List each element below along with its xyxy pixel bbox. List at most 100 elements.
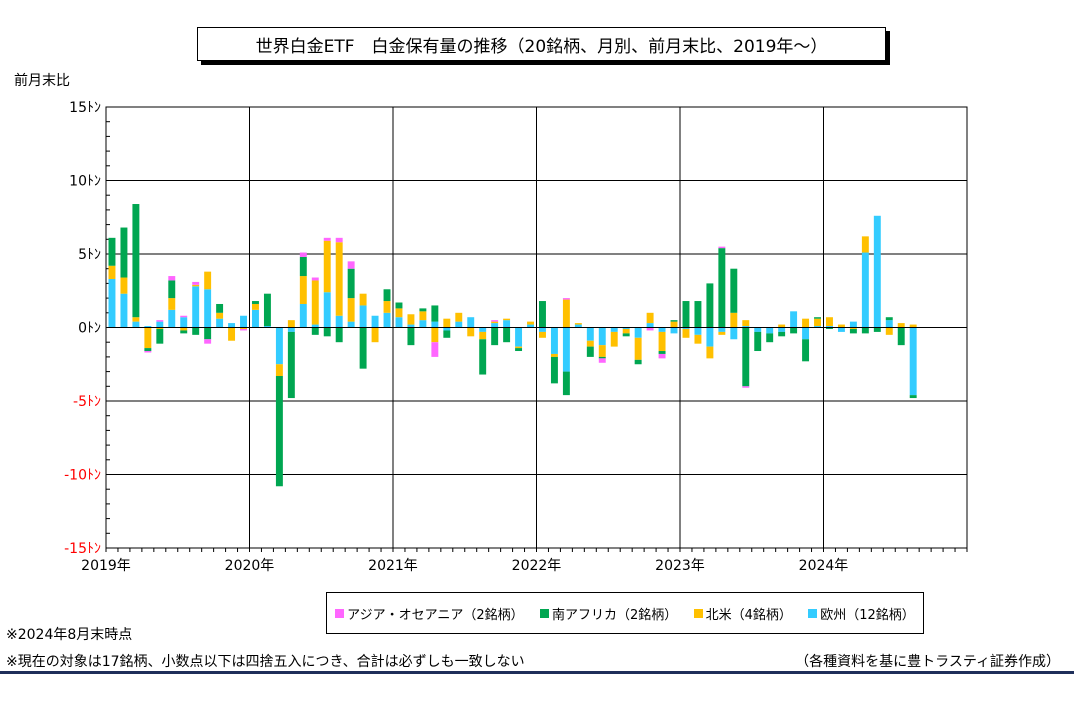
bar-europe <box>287 327 295 332</box>
bar-south-africa <box>826 327 833 329</box>
bar-europe <box>383 312 391 328</box>
bar-north-america <box>240 327 247 329</box>
bar-north-america <box>574 323 582 325</box>
bar-south-africa <box>419 308 427 312</box>
bar-europe <box>503 320 511 328</box>
bar-south-africa <box>515 348 523 352</box>
bar-europe <box>778 327 786 332</box>
bar-north-america <box>897 323 905 328</box>
bar-south-africa <box>670 320 678 322</box>
bar-europe <box>491 323 499 328</box>
bar-north-america <box>228 327 236 341</box>
bar-south-africa <box>132 204 140 318</box>
bar-north-america <box>395 308 403 318</box>
bar-south-africa <box>299 256 307 277</box>
bar-south-africa <box>754 331 762 352</box>
bar-south-africa <box>120 227 128 278</box>
bar-south-africa <box>431 305 439 322</box>
bar-south-africa <box>694 301 702 328</box>
bar-north-america <box>885 327 893 335</box>
bar-europe <box>419 320 427 328</box>
bar-europe <box>658 327 666 332</box>
bar-north-america <box>156 327 164 329</box>
bar-north-america <box>216 312 224 319</box>
bar-europe <box>754 327 762 332</box>
bar-south-africa <box>873 327 881 332</box>
bar-south-africa <box>323 327 331 337</box>
bar-asia <box>156 320 164 322</box>
bar-north-america <box>586 340 594 347</box>
legend-swatch-europe <box>808 608 818 618</box>
bar-europe <box>132 321 140 328</box>
bar-south-africa <box>742 327 750 387</box>
bar-north-america <box>550 353 558 357</box>
legend-label-south-africa: 南アフリカ（2銘柄） <box>552 607 678 623</box>
bar-europe <box>634 327 642 338</box>
bar-north-america <box>359 293 367 306</box>
bar-south-africa <box>658 351 666 354</box>
bar-south-africa <box>144 348 152 352</box>
bar-north-america <box>311 280 319 325</box>
bar-south-africa <box>395 302 403 309</box>
bar-asia <box>491 320 499 322</box>
bar-europe <box>562 327 570 372</box>
bar-europe <box>443 327 451 331</box>
bar-south-africa <box>634 359 642 365</box>
bar-north-america <box>658 331 666 352</box>
bar-north-america <box>299 276 307 304</box>
bar-europe <box>455 321 463 328</box>
bar-north-america <box>347 298 355 322</box>
bar-north-america <box>252 303 259 310</box>
bar-south-africa <box>287 331 295 399</box>
bar-asia <box>718 246 726 249</box>
bar-asia <box>646 327 654 331</box>
bar-europe <box>718 327 726 332</box>
bar-asia <box>168 276 176 281</box>
bar-europe <box>790 311 798 328</box>
bar-north-america <box>144 327 152 349</box>
bar-south-africa <box>216 303 224 313</box>
bar-europe <box>550 327 558 354</box>
bar-europe <box>586 327 594 341</box>
bar-europe <box>802 327 810 340</box>
bar-europe <box>180 317 188 328</box>
bar-south-africa <box>622 333 630 337</box>
bar-europe <box>347 321 355 328</box>
bar-north-america <box>515 346 523 349</box>
bar-europe <box>682 327 690 329</box>
bar-europe <box>252 309 259 328</box>
bar-south-africa <box>335 327 343 343</box>
bar-asia <box>431 342 439 357</box>
bar-asia <box>204 339 212 344</box>
bar-north-america <box>335 242 343 316</box>
bar-europe <box>598 327 606 346</box>
bar-europe <box>646 323 654 328</box>
bar-europe <box>311 324 319 328</box>
bar-south-africa <box>491 327 499 346</box>
bar-north-america <box>407 314 415 325</box>
bar-south-africa <box>347 268 355 299</box>
bar-south-africa <box>108 237 116 266</box>
bar-europe <box>885 320 893 328</box>
bar-europe <box>610 327 618 332</box>
bar-south-africa <box>168 280 176 299</box>
bar-south-africa <box>263 293 271 327</box>
y-tick-label: 5ﾄﾝ <box>78 247 101 263</box>
bar-asia <box>335 237 343 243</box>
bar-europe <box>407 324 415 328</box>
bar-europe <box>144 326 152 328</box>
x-tick-label: 2019年 <box>81 558 131 574</box>
bar-europe <box>766 327 774 334</box>
bar-south-africa <box>311 327 319 335</box>
source-credit: （各種資料を基に豊トラスティ証券作成） <box>795 654 1060 670</box>
bar-south-africa <box>730 268 738 313</box>
bar-north-america <box>443 318 451 328</box>
bar-europe <box>574 324 582 328</box>
bar-asia <box>598 358 606 363</box>
legend-item-north-america: 北米（4銘柄） <box>693 604 792 623</box>
bar-south-africa <box>897 327 905 346</box>
bar-south-africa <box>909 395 917 399</box>
bar-north-america <box>682 328 690 338</box>
bar-asia <box>192 281 200 285</box>
legend-item-asia: アジア・オセアニア（2銘柄） <box>335 604 524 623</box>
